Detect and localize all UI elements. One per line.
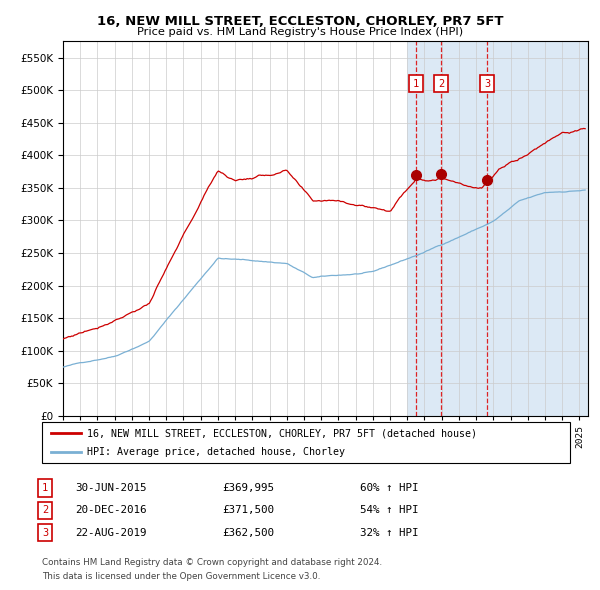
Text: 1: 1 <box>413 78 419 88</box>
Text: 3: 3 <box>42 528 48 537</box>
Text: £362,500: £362,500 <box>222 528 274 537</box>
Text: £371,500: £371,500 <box>222 506 274 515</box>
Text: 3: 3 <box>484 78 490 88</box>
Bar <box>407 41 600 416</box>
Text: £369,995: £369,995 <box>222 483 274 493</box>
Text: 16, NEW MILL STREET, ECCLESTON, CHORLEY, PR7 5FT (detached house): 16, NEW MILL STREET, ECCLESTON, CHORLEY,… <box>87 428 477 438</box>
Text: Contains HM Land Registry data © Crown copyright and database right 2024.: Contains HM Land Registry data © Crown c… <box>42 558 382 566</box>
Text: 2: 2 <box>42 506 48 515</box>
Text: 30-JUN-2015: 30-JUN-2015 <box>75 483 146 493</box>
Text: 22-AUG-2019: 22-AUG-2019 <box>75 528 146 537</box>
Text: 54% ↑ HPI: 54% ↑ HPI <box>360 506 419 515</box>
Text: 32% ↑ HPI: 32% ↑ HPI <box>360 528 419 537</box>
Text: This data is licensed under the Open Government Licence v3.0.: This data is licensed under the Open Gov… <box>42 572 320 581</box>
Text: HPI: Average price, detached house, Chorley: HPI: Average price, detached house, Chor… <box>87 447 345 457</box>
Text: Price paid vs. HM Land Registry's House Price Index (HPI): Price paid vs. HM Land Registry's House … <box>137 27 463 37</box>
Text: 60% ↑ HPI: 60% ↑ HPI <box>360 483 419 493</box>
Text: 16, NEW MILL STREET, ECCLESTON, CHORLEY, PR7 5FT: 16, NEW MILL STREET, ECCLESTON, CHORLEY,… <box>97 15 503 28</box>
Text: 1: 1 <box>42 483 48 493</box>
Text: 2: 2 <box>438 78 444 88</box>
Text: 20-DEC-2016: 20-DEC-2016 <box>75 506 146 515</box>
